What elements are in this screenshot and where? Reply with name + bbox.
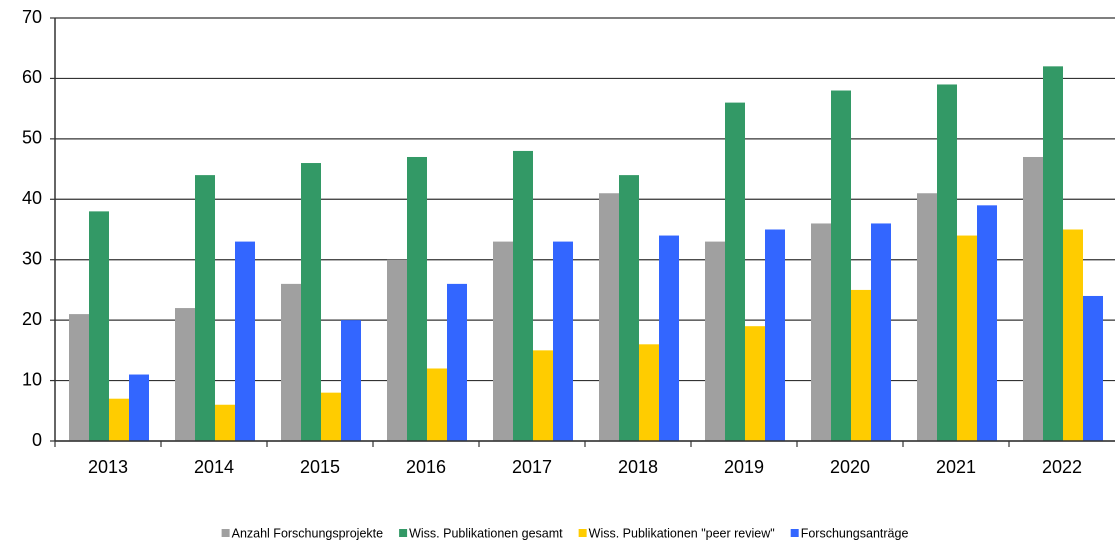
y-tick-label: 50 <box>22 128 42 148</box>
x-tick-label: 2021 <box>936 457 976 477</box>
bar <box>175 308 195 441</box>
bar <box>937 84 957 441</box>
y-tick-label: 70 <box>22 7 42 27</box>
bar <box>851 289 871 441</box>
bar <box>89 211 109 441</box>
bar <box>301 163 321 441</box>
legend-label: Anzahl Forschungsprojekte <box>232 526 384 540</box>
bar <box>831 90 851 441</box>
bar <box>281 283 301 441</box>
legend: Anzahl Forschungsprojekte Wiss. Publikati… <box>221 526 909 540</box>
bar <box>407 156 427 441</box>
bar <box>745 326 765 441</box>
x-tick-label: 2014 <box>194 457 234 477</box>
legend-swatch <box>399 529 408 537</box>
bar <box>427 368 447 441</box>
bar <box>553 241 573 441</box>
bar <box>447 283 467 441</box>
y-tick-label: 10 <box>22 369 42 389</box>
bar <box>341 320 361 441</box>
bar <box>765 229 785 441</box>
bar <box>1063 229 1083 441</box>
y-tick-label: 30 <box>22 248 42 268</box>
bar <box>639 344 659 441</box>
x-tick-label: 2013 <box>88 457 128 477</box>
bar <box>533 350 553 441</box>
bar <box>69 314 89 441</box>
bar <box>195 175 215 441</box>
bar <box>599 193 619 441</box>
legend-swatch <box>578 529 587 537</box>
legend-label: Forschungsanträge <box>801 526 909 540</box>
y-tick-label: 20 <box>22 309 42 329</box>
bar <box>917 193 937 441</box>
bar <box>109 398 129 441</box>
bar <box>957 235 977 441</box>
bar <box>871 223 891 441</box>
y-tick-label: 60 <box>22 67 42 87</box>
bar <box>215 404 235 441</box>
x-tick-label: 2018 <box>618 457 658 477</box>
bar <box>811 223 831 441</box>
bar <box>513 150 533 441</box>
legend-label: Wiss. Publikationen "peer review" <box>589 526 775 540</box>
x-tick-label: 2017 <box>512 457 552 477</box>
legend-label: Wiss. Publikationen gesamt <box>409 526 563 540</box>
bar <box>619 175 639 441</box>
bar <box>725 102 745 441</box>
legend-swatch <box>221 529 230 537</box>
bar <box>387 259 407 441</box>
bar <box>977 205 997 441</box>
bar <box>1023 156 1043 441</box>
x-tick-label: 2022 <box>1042 457 1082 477</box>
bar <box>1043 66 1063 441</box>
legend-swatch <box>790 529 799 537</box>
bar <box>129 374 149 441</box>
bar <box>235 241 255 441</box>
y-tick-label: 40 <box>22 188 42 208</box>
x-tick-label: 2019 <box>724 457 764 477</box>
x-tick-label: 2015 <box>300 457 340 477</box>
x-tick-label: 2020 <box>830 457 870 477</box>
bar <box>321 392 341 441</box>
x-tick-label: 2016 <box>406 457 446 477</box>
bar <box>705 241 725 441</box>
y-tick-label: 0 <box>32 430 42 450</box>
bar <box>1083 295 1103 441</box>
bar <box>493 241 513 441</box>
bar <box>659 235 679 441</box>
